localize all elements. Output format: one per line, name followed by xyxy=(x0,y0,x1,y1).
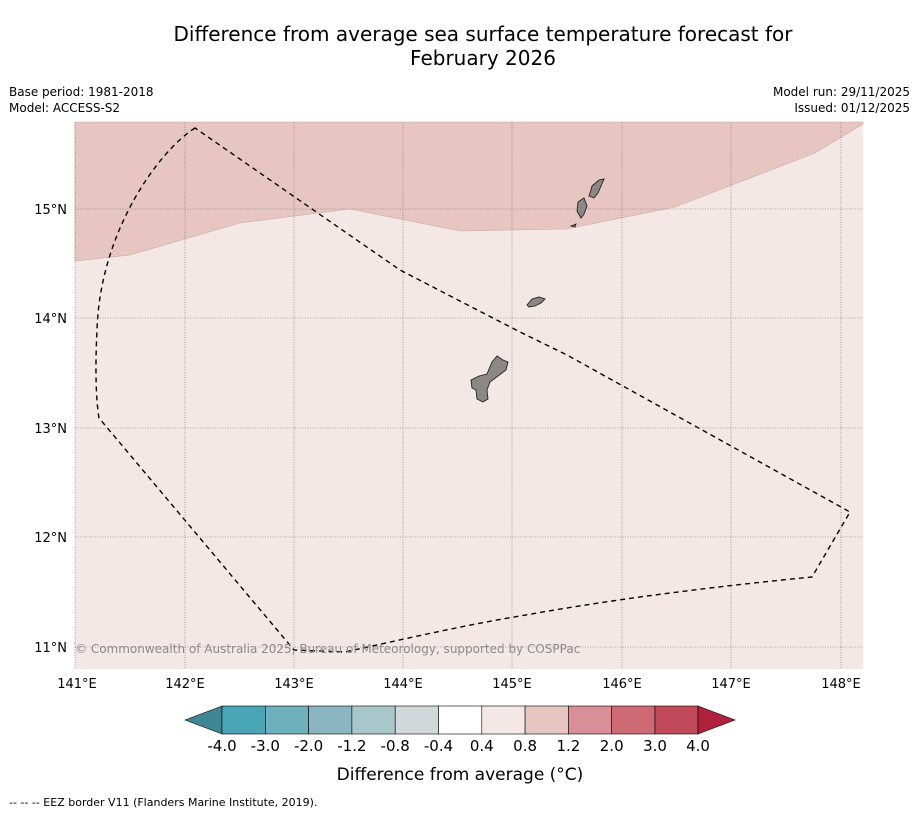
colorbar-bin xyxy=(654,705,699,735)
colorbar-bin xyxy=(481,705,526,735)
colorbar-tick-label: 1.2 xyxy=(556,737,580,755)
colorbar-over-arrow xyxy=(697,705,736,735)
colorbar: -4.0 -3.0 -2.0 -1.2 -0.8 -0.4 0.4 0.8 1.… xyxy=(184,705,736,785)
colorbar-bin xyxy=(438,705,483,735)
colorbar-bin xyxy=(568,705,613,735)
colorbar-tick-label: -0.4 xyxy=(424,737,453,755)
colorbar-tick-label: 0.8 xyxy=(513,737,537,755)
lon-label: 146°E xyxy=(602,677,642,692)
lat-label: 13°N xyxy=(34,422,67,437)
gridlines xyxy=(74,122,863,669)
lat-label: 12°N xyxy=(34,531,67,546)
title-line-2: February 2026 xyxy=(410,46,556,70)
lat-label: 15°N xyxy=(34,203,67,218)
colorbar-tick-label: -0.8 xyxy=(381,737,410,755)
islands xyxy=(470,178,605,403)
colorbar-title: Difference from average (°C) xyxy=(337,765,584,785)
meta-right: Model run: 29/11/2025 Issued: 01/12/2025 xyxy=(773,84,910,116)
title-line-1: Difference from average sea surface temp… xyxy=(173,22,793,46)
colorbar-bin xyxy=(611,705,656,735)
eez-border xyxy=(95,127,851,653)
island-saipan xyxy=(588,178,605,199)
colorbar-bin xyxy=(221,705,266,735)
colorbar-tick-label: 0.4 xyxy=(470,737,494,755)
map-panel: © Commonwealth of Australia 2025, Bureau… xyxy=(74,121,864,669)
island-rota xyxy=(526,296,546,308)
lon-label: 144°E xyxy=(383,677,423,692)
colorbar-tick-label: 4.0 xyxy=(686,737,710,755)
colorbar-bin xyxy=(308,705,353,735)
colorbar-tick-label: 3.0 xyxy=(643,737,667,755)
lon-labels: 141°E 142°E 143°E 144°E 145°E 146°E 147°… xyxy=(57,677,861,692)
lon-label: 143°E xyxy=(274,677,314,692)
island-guam xyxy=(470,355,509,403)
chart-title: Difference from average sea surface temp… xyxy=(0,22,919,70)
colorbar-under-arrow xyxy=(184,705,223,735)
lon-label: 142°E xyxy=(165,677,205,692)
issued-date: Issued: 01/12/2025 xyxy=(794,101,910,115)
lat-label: 14°N xyxy=(34,312,67,327)
colorbar-bin xyxy=(351,705,396,735)
lat-label: 11°N xyxy=(34,641,67,656)
lon-label: 148°E xyxy=(821,677,861,692)
model-name: Model: ACCESS-S2 xyxy=(9,101,121,115)
lon-label: 147°E xyxy=(711,677,751,692)
lon-label: 145°E xyxy=(492,677,532,692)
copyright-text: © Commonwealth of Australia 2025, Bureau… xyxy=(75,642,580,656)
colorbar-bin xyxy=(394,705,439,735)
colorbar-tick-label: -2.0 xyxy=(294,737,323,755)
colorbar-bin xyxy=(524,705,569,735)
colorbar-bin xyxy=(264,705,309,735)
meta-left: Base period: 1981-2018 Model: ACCESS-S2 xyxy=(9,84,154,116)
base-period: Base period: 1981-2018 xyxy=(9,85,154,99)
model-run: Model run: 29/11/2025 xyxy=(772,85,910,99)
colorbar-tick-label: -1.2 xyxy=(337,737,366,755)
colorbar-tick-label: 2.0 xyxy=(600,737,624,755)
region-north xyxy=(74,121,864,262)
lon-label: 141°E xyxy=(57,677,97,692)
island-aguijan xyxy=(569,223,577,228)
colorbar-tick-label: -4.0 xyxy=(207,737,236,755)
eez-legend-note: -- -- -- EEZ border V11 (Flanders Marine… xyxy=(9,796,318,809)
island-tinian xyxy=(576,197,588,219)
lat-labels: 15°N 14°N 13°N 12°N 11°N xyxy=(34,203,67,656)
colorbar-tick-label: -3.0 xyxy=(251,737,280,755)
